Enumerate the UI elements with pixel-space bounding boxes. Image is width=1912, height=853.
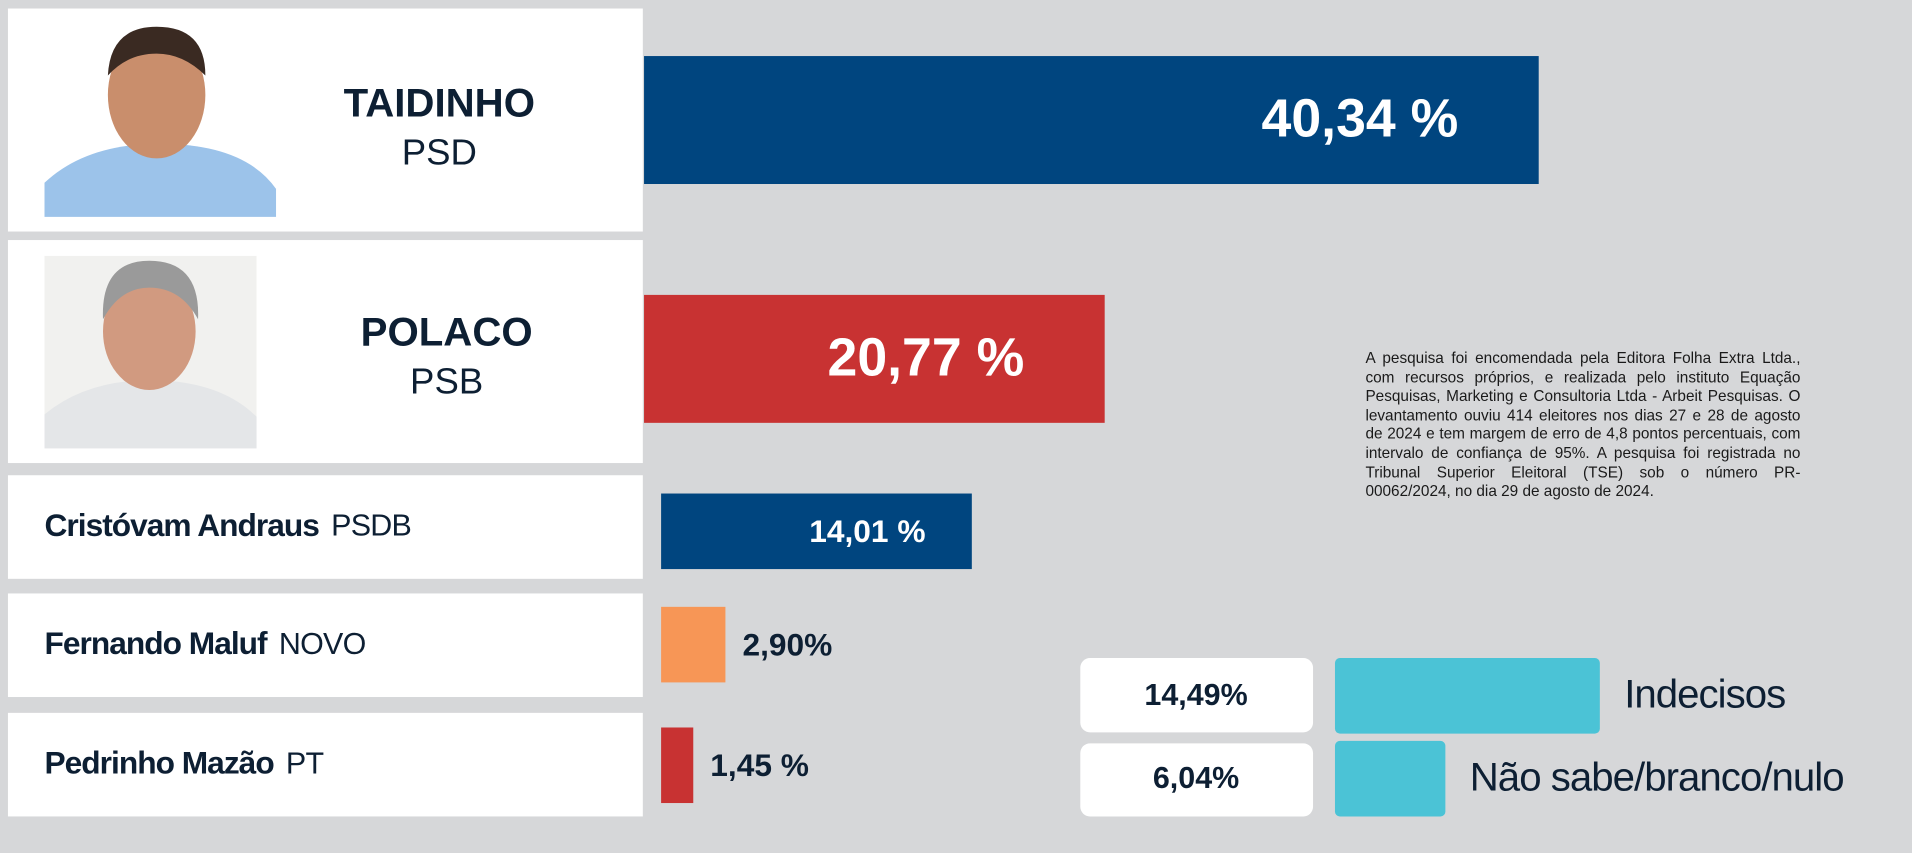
value-box: [1080, 743, 1314, 817]
row-panel: [7, 712, 643, 817]
value-label: 14,01 %: [809, 513, 925, 549]
value-label: 40,34 %: [1262, 89, 1459, 149]
bar: [644, 56, 1539, 185]
party-name: PT: [286, 746, 324, 780]
bar: [661, 493, 972, 570]
candidate-photo: [44, 255, 257, 449]
category-label: Não sabe/branco/nulo: [1470, 755, 1844, 800]
row-panel: [7, 475, 643, 579]
candidate-name: POLACO: [361, 310, 533, 355]
party-name: PSB: [410, 361, 483, 402]
bar: [644, 294, 1105, 423]
bar: [1334, 740, 1446, 817]
methodology-note: A pesquisa foi encomendada pela Editora …: [1365, 349, 1801, 500]
value-label: 2,90%: [742, 626, 832, 662]
note-text: A pesquisa foi encomendada pela Editora …: [1365, 349, 1801, 500]
value-label: 1,45 %: [710, 747, 809, 783]
party-name: PSDB: [331, 509, 411, 543]
candidate-name: Fernando Maluf: [45, 625, 269, 661]
bar: [1334, 658, 1600, 734]
bar: [661, 606, 726, 683]
candidate-name: Pedrinho Mazão: [45, 745, 275, 781]
category-label: Indecisos: [1624, 672, 1785, 717]
candidate-photo: [44, 24, 277, 217]
row-panel: [7, 593, 643, 698]
bar: [661, 727, 694, 804]
candidate-name: Cristóvam Andraus: [45, 507, 320, 543]
value-label: 20,77 %: [828, 327, 1025, 387]
candidate-name: TAIDINHO: [344, 81, 535, 126]
value-label: 6,04%: [1153, 761, 1239, 795]
party-name: NOVO: [279, 627, 366, 661]
value-box: [1080, 658, 1314, 733]
value-label: 14,49%: [1144, 678, 1247, 712]
party-name: PSD: [402, 131, 477, 172]
